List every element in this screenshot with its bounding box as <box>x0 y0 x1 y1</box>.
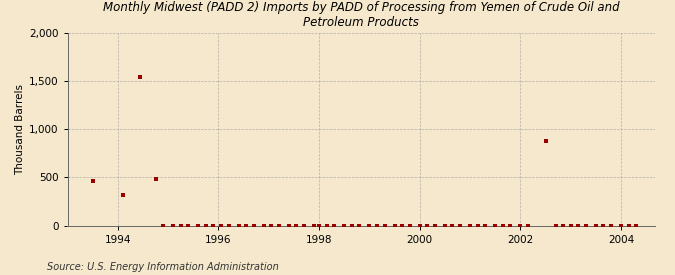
Point <box>266 223 277 228</box>
Point <box>515 223 526 228</box>
Point <box>490 223 501 228</box>
Point <box>339 223 350 228</box>
Point <box>135 75 146 79</box>
Point <box>176 223 186 228</box>
Point <box>558 223 568 228</box>
Point <box>150 177 161 182</box>
Point <box>291 223 302 228</box>
Point <box>522 223 533 228</box>
Point <box>472 223 483 228</box>
Point <box>183 223 194 228</box>
Point <box>480 223 491 228</box>
Point <box>248 223 259 228</box>
Point <box>371 223 382 228</box>
Point <box>540 139 551 143</box>
Point <box>208 223 219 228</box>
Point <box>497 223 508 228</box>
Point <box>422 223 433 228</box>
Point <box>314 223 325 228</box>
Point <box>630 223 641 228</box>
Point <box>464 223 475 228</box>
Point <box>397 223 408 228</box>
Point <box>200 223 211 228</box>
Point <box>87 179 98 183</box>
Point <box>259 223 269 228</box>
Point <box>598 223 609 228</box>
Point <box>354 223 364 228</box>
Point <box>505 223 516 228</box>
Point <box>566 223 576 228</box>
Point <box>580 223 591 228</box>
Point <box>454 223 465 228</box>
Point <box>298 223 309 228</box>
Point <box>550 223 561 228</box>
Point <box>273 223 284 228</box>
Point <box>605 223 616 228</box>
Point <box>117 192 128 197</box>
Point <box>168 223 179 228</box>
Point <box>284 223 294 228</box>
Point <box>215 223 226 228</box>
Point <box>439 223 450 228</box>
Point <box>429 223 440 228</box>
Point <box>379 223 390 228</box>
Point <box>404 223 415 228</box>
Point <box>346 223 357 228</box>
Text: Source: U.S. Energy Information Administration: Source: U.S. Energy Information Administ… <box>47 262 279 272</box>
Point <box>591 223 601 228</box>
Point <box>233 223 244 228</box>
Point <box>241 223 252 228</box>
Point <box>308 223 319 228</box>
Point <box>414 223 425 228</box>
Point <box>447 223 458 228</box>
Point <box>364 223 375 228</box>
Point <box>223 223 234 228</box>
Point <box>321 223 332 228</box>
Point <box>616 223 626 228</box>
Title: Monthly Midwest (PADD 2) Imports by PADD of Processing from Yemen of Crude Oil a: Monthly Midwest (PADD 2) Imports by PADD… <box>103 1 620 29</box>
Point <box>193 223 204 228</box>
Point <box>623 223 634 228</box>
Point <box>573 223 584 228</box>
Point <box>158 223 169 228</box>
Y-axis label: Thousand Barrels: Thousand Barrels <box>15 84 25 175</box>
Point <box>389 223 400 228</box>
Point <box>329 223 340 228</box>
